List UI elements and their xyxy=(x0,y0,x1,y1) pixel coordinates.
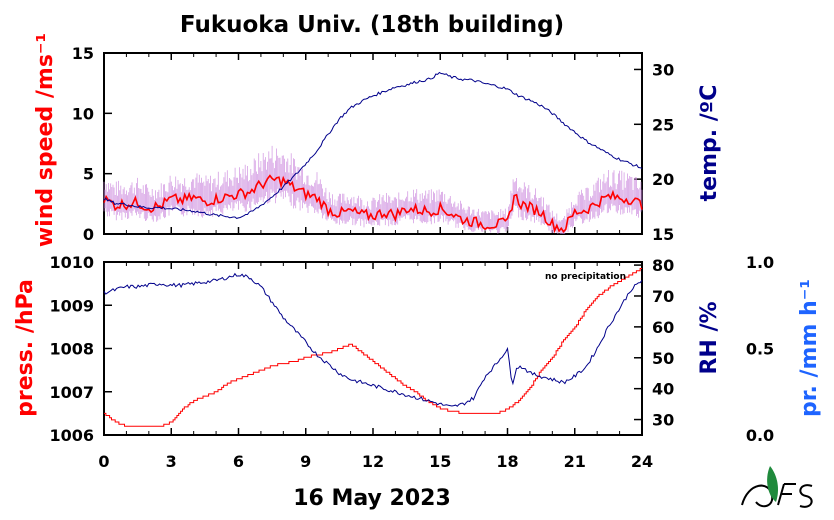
wind-speed-tick-label: 5 xyxy=(83,165,94,184)
x-tick-label: 0 xyxy=(98,452,109,471)
x-tick-label: 24 xyxy=(631,452,653,471)
pressure-tick-label: 1009 xyxy=(49,296,94,315)
chart-title: Fukuoka Univ. (18th building) xyxy=(180,12,564,38)
pressure-tick-label: 1008 xyxy=(49,340,94,359)
precip-tick-label: 1.0 xyxy=(746,253,774,272)
rh-tick-label: 80 xyxy=(652,256,674,275)
precip-tick-label: 0.5 xyxy=(746,340,774,359)
x-axis-date-label: 16 May 2023 xyxy=(293,486,451,511)
rh-axis-label: RH /% xyxy=(697,301,722,374)
rh-line xyxy=(103,272,643,407)
wind-speed-tick-label: 0 xyxy=(83,225,94,244)
tick-labels: 0 3 6 9 12 15 18 21 24 0 5 10 15 15 20 25 30 1006 1007 1008… xyxy=(49,44,774,471)
temperature-tick-label: 30 xyxy=(652,60,674,79)
rh-tick-label: 50 xyxy=(652,349,674,368)
x-tick-label: 6 xyxy=(233,452,244,471)
precip-tick-label: 0.0 xyxy=(746,426,774,445)
temperature-tick-label: 15 xyxy=(652,225,674,244)
x-tick-label: 18 xyxy=(496,452,518,471)
temperature-tick-label: 20 xyxy=(652,170,674,189)
rh-tick-label: 30 xyxy=(652,411,674,430)
rh-tick-label: 60 xyxy=(652,318,674,337)
x-tick-label: 15 xyxy=(429,452,451,471)
wind-speed-line xyxy=(103,174,643,234)
no-precipitation-note: no precipitation xyxy=(545,272,626,282)
wind-gust-range xyxy=(103,145,643,234)
temperature-tick-label: 25 xyxy=(652,115,674,134)
pressure-line xyxy=(104,268,642,427)
pressure-tick-label: 1007 xyxy=(49,383,94,402)
x-tick-label: 21 xyxy=(564,452,586,471)
x-tick-label: 12 xyxy=(362,452,384,471)
data-series xyxy=(103,71,643,427)
x-tick-label: 9 xyxy=(300,452,311,471)
pressure-axis-label: press. /hPa xyxy=(13,279,38,417)
tick-marks xyxy=(103,52,643,436)
wind-speed-tick-label: 15 xyxy=(72,44,94,63)
rh-tick-label: 70 xyxy=(652,287,674,306)
precip-axis-label: pr. /mm h⁻¹ xyxy=(797,279,822,417)
fes-logo-icon xyxy=(741,466,813,508)
temperature-line xyxy=(103,71,643,219)
pressure-tick-label: 1006 xyxy=(49,426,94,445)
wind-speed-tick-label: 10 xyxy=(72,104,94,123)
pressure-tick-label: 1010 xyxy=(49,253,94,272)
temperature-axis-label: temp. /ºC xyxy=(697,85,722,202)
x-tick-label: 3 xyxy=(166,452,177,471)
rh-tick-label: 40 xyxy=(652,380,674,399)
wind-speed-axis-label: wind speed /ms⁻¹ xyxy=(33,33,58,247)
